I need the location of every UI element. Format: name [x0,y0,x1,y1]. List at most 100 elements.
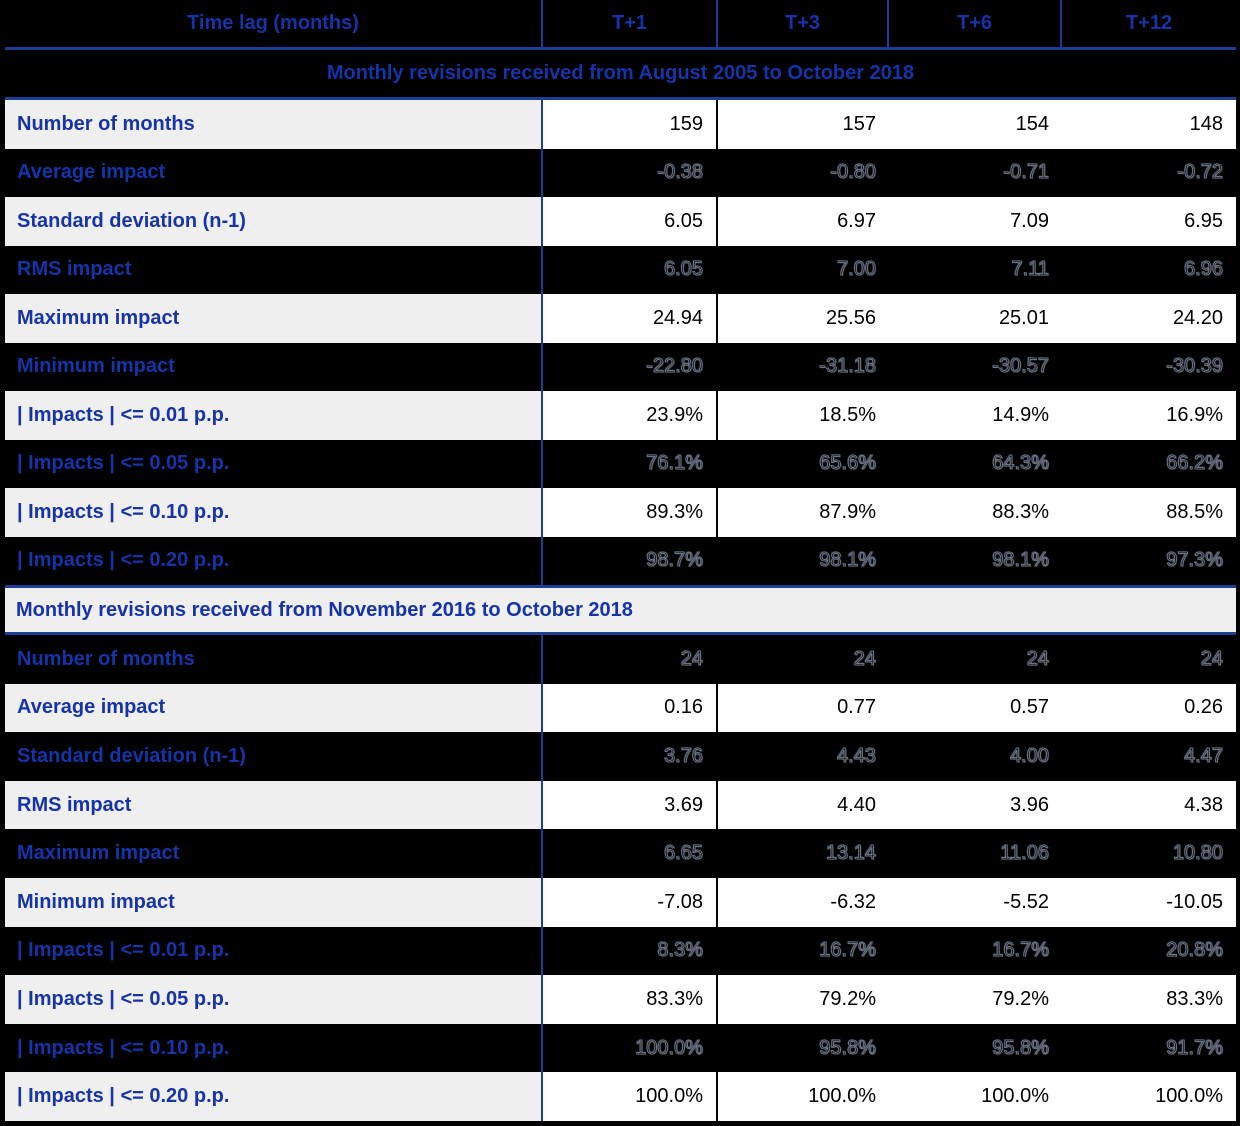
table-row: | Impacts | <= 0.05 p.p. 83.3% 79.2% 79.… [5,975,1236,1024]
value-t3: 6.97 [718,197,889,246]
value-t6: 24 [889,635,1062,684]
value-t6: 14.9% [889,391,1062,440]
value-t6: 7.09 [889,197,1062,246]
table-row: | Impacts | <= 0.01 p.p. 23.9% 18.5% 14.… [5,391,1236,440]
value-t12: 20.8% [1062,926,1236,976]
value-t3: 4.43 [718,732,889,781]
table-row: Maximum impact 24.94 25.56 25.01 24.20 [5,294,1236,343]
value-t1: 98.7% [543,536,718,585]
value-t1: 3.76 [543,732,718,781]
section-title: Monthly revisions received from August 2… [5,50,1236,100]
value-t1: 3.69 [543,780,718,830]
value-t12: 6.95 [1062,197,1236,246]
value-t3: 100.0% [718,1072,889,1121]
value-t1: -22.80 [543,342,718,391]
value-t3: 157 [718,100,889,149]
row-label: Average impact [5,683,543,733]
value-t12: -30.39 [1062,342,1236,391]
table-row: | Impacts | <= 0.20 p.p. 98.7% 98.1% 98.… [5,536,1236,585]
value-t6: -30.57 [889,342,1062,391]
value-t6: 25.01 [889,294,1062,343]
value-t3: 18.5% [718,391,889,440]
table-row: | Impacts | <= 0.10 p.p. 100.0% 95.8% 95… [5,1023,1236,1073]
value-t3: 13.14 [718,829,889,878]
value-t1: 24.94 [543,294,718,343]
value-t1: 89.3% [543,488,718,537]
table-row: | Impacts | <= 0.01 p.p. 8.3% 16.7% 16.7… [5,926,1236,976]
row-label: Number of months [5,635,543,684]
header-col-t3: T+3 [718,0,889,47]
row-label: RMS impact [5,245,543,294]
table-row: Number of months 159 157 154 148 [5,100,1236,149]
value-t1: 0.16 [543,683,718,733]
value-t1: 8.3% [543,926,718,976]
row-label: Average impact [5,148,543,197]
value-t6: 0.57 [889,683,1062,733]
table-row: Minimum impact -22.80 -31.18 -30.57 -30.… [5,342,1236,391]
table-header-row: Time lag (months) T+1 T+3 T+6 T+12 [5,0,1236,47]
row-label: Number of months [5,100,543,149]
value-t12: 148 [1062,100,1236,149]
row-label: Maximum impact [5,829,543,878]
value-t12: 83.3% [1062,975,1236,1024]
value-t6: 11.06 [889,829,1062,878]
table-row: Minimum impact -7.08 -6.32 -5.52 -10.05 [5,877,1236,927]
value-t1: -7.08 [543,877,718,927]
row-label: RMS impact [5,780,543,830]
table-row: RMS impact 3.69 4.40 3.96 4.38 [5,780,1236,830]
value-t12: 0.26 [1062,683,1236,733]
value-t3: 24 [718,635,889,684]
value-t1: 6.65 [543,829,718,878]
value-t3: 16.7% [718,926,889,976]
row-label: Standard deviation (n-1) [5,197,543,246]
value-t12: 100.0% [1062,1072,1236,1121]
value-t12: 4.47 [1062,732,1236,781]
value-t6: 16.7% [889,926,1062,976]
row-label: | Impacts | <= 0.01 p.p. [5,391,543,440]
value-t6: 154 [889,100,1062,149]
row-label: | Impacts | <= 0.10 p.p. [5,488,543,537]
value-t6: 100.0% [889,1072,1062,1121]
header-col-t1: T+1 [543,0,718,47]
header-time-lag: Time lag (months) [5,0,543,47]
row-label: | Impacts | <= 0.01 p.p. [5,926,543,976]
value-t1: 6.05 [543,197,718,246]
value-t3: 0.77 [718,683,889,733]
header-col-t12: T+12 [1125,12,1173,34]
value-t3: 65.6% [718,439,889,488]
value-t1: 24 [543,635,718,684]
value-t3: -6.32 [718,877,889,927]
value-t3: 7.00 [718,245,889,294]
value-t12: -10.05 [1062,877,1236,927]
value-t12: 91.7% [1062,1023,1236,1073]
value-t6: 3.96 [889,780,1062,830]
value-t6: -0.71 [889,148,1062,197]
value-t12: 4.38 [1062,780,1236,830]
table-row: Standard deviation (n-1) 6.05 6.97 7.09 … [5,197,1236,246]
value-t3: 87.9% [718,488,889,537]
value-t3: 98.1% [718,536,889,585]
value-t1: 76.1% [543,439,718,488]
value-t3: 4.40 [718,780,889,830]
value-t6: 95.8% [889,1023,1062,1073]
value-t1: 100.0% [543,1072,718,1121]
value-t1: 23.9% [543,391,718,440]
table-row: | Impacts | <= 0.05 p.p. 76.1% 65.6% 64.… [5,439,1236,488]
value-t12: 66.2% [1062,439,1236,488]
header-col-t6: T+6 [889,0,1062,47]
row-label: Minimum impact [5,877,543,927]
value-t12: 16.9% [1062,391,1236,440]
row-label: | Impacts | <= 0.20 p.p. [5,536,543,585]
value-t1: -0.38 [543,148,718,197]
value-t6: -5.52 [889,877,1062,927]
value-t3: 79.2% [718,975,889,1024]
row-label: | Impacts | <= 0.10 p.p. [5,1023,543,1073]
value-t12: 24.20 [1062,294,1236,343]
row-label: | Impacts | <= 0.05 p.p. [5,439,543,488]
header-separator-line [5,47,1236,50]
row-label: Minimum impact [5,342,543,391]
value-t6: 64.3% [889,439,1062,488]
table-row: RMS impact 6.05 7.00 7.11 6.96 [5,245,1236,294]
row-label: | Impacts | <= 0.05 p.p. [5,975,543,1024]
table-row: | Impacts | <= 0.10 p.p. 89.3% 87.9% 88.… [5,488,1236,537]
